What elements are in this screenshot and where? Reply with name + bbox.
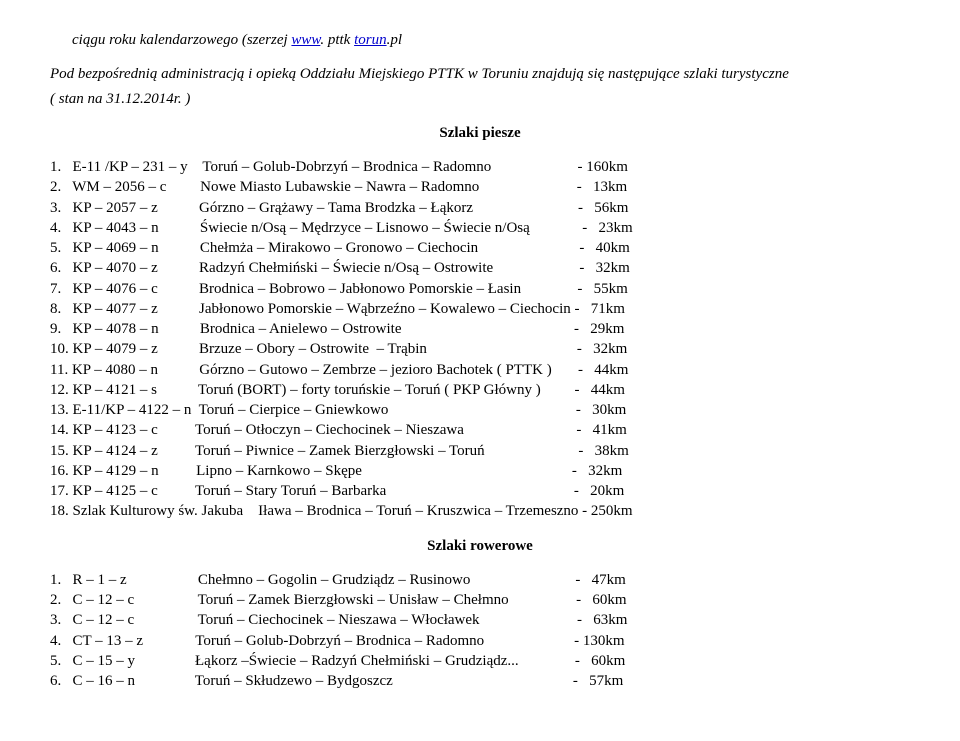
- trail-row: 9. KP – 4078 – n Brodnica – Anielewo – O…: [50, 319, 910, 339]
- trail-row: 18. Szlak Kulturowy św. Jakuba Iława – B…: [50, 501, 910, 521]
- link-www[interactable]: www: [291, 32, 320, 48]
- trail-row: 8. KP – 4077 – z Jabłonowo Pomorskie – W…: [50, 299, 910, 319]
- trail-row: 1. E-11 /KP – 231 – y Toruń – Golub-Dobr…: [50, 157, 910, 177]
- trail-row: 2. C – 12 – c Toruń – Zamek Bierzgłowski…: [50, 590, 910, 610]
- trail-list-piesze: 1. E-11 /KP – 231 – y Toruń – Golub-Dobr…: [50, 157, 910, 522]
- trail-row: 13. E-11/KP – 4122 – n Toruń – Cierpice …: [50, 400, 910, 420]
- trail-row: 4. CT – 13 – z Toruń – Golub-Dobrzyń – B…: [50, 631, 910, 651]
- trail-row: 6. C – 16 – n Toruń – Skłudzewo – Bydgos…: [50, 671, 910, 691]
- top-line-suffix: .pl: [387, 32, 402, 48]
- trail-row: 5. KP – 4069 – n Chełmża – Mirakowo – Gr…: [50, 238, 910, 258]
- trail-row: 10. KP – 4079 – z Brzuze – Obory – Ostro…: [50, 339, 910, 359]
- top-line-prefix: ciągu roku kalendarzowego (szerzej: [72, 32, 291, 48]
- trail-row: 11. KP – 4080 – n Górzno – Gutowo – Zemb…: [50, 360, 910, 380]
- top-context-line: ciągu roku kalendarzowego (szerzej www. …: [72, 30, 910, 50]
- trail-row: 2. WM – 2056 – c Nowe Miasto Lubawskie –…: [50, 177, 910, 197]
- trail-row: 3. KP – 2057 – z Górzno – Grążawy – Tama…: [50, 198, 910, 218]
- trail-list-rowerowe: 1. R – 1 – z Chełmno – Gogolin – Grudzią…: [50, 570, 910, 692]
- trail-row: 14. KP – 4123 – c Toruń – Otłoczyn – Cie…: [50, 420, 910, 440]
- trail-row: 17. KP – 4125 – c Toruń – Stary Toruń – …: [50, 481, 910, 501]
- trail-row: 4. KP – 4043 – n Świecie n/Osą – Mędrzyc…: [50, 218, 910, 238]
- trail-row: 15. KP – 4124 – z Toruń – Piwnice – Zame…: [50, 441, 910, 461]
- trail-row: 6. KP – 4070 – z Radzyń Chełmiński – Świ…: [50, 258, 910, 278]
- trail-row: 3. C – 12 – c Toruń – Ciechocinek – Nies…: [50, 610, 910, 630]
- trail-row: 1. R – 1 – z Chełmno – Gogolin – Grudzią…: [50, 570, 910, 590]
- trail-row: 7. KP – 4076 – c Brodnica – Bobrowo – Ja…: [50, 279, 910, 299]
- section-title-piesze: Szlaki piesze: [50, 123, 910, 143]
- intro-paragraph: Pod bezpośrednią administracją i opieką …: [50, 64, 910, 84]
- link-torun[interactable]: torun: [354, 32, 387, 48]
- top-line-mid: . pttk: [320, 32, 354, 48]
- trail-row: 12. KP – 4121 – s Toruń (BORT) – forty t…: [50, 380, 910, 400]
- intro-date-line: ( stan na 31.12.2014r. ): [50, 89, 910, 109]
- section-title-rowerowe: Szlaki rowerowe: [50, 536, 910, 556]
- trail-row: 16. KP – 4129 – n Lipno – Karnkowo – Skę…: [50, 461, 910, 481]
- trail-row: 5. C – 15 – y Łąkorz –Świecie – Radzyń C…: [50, 651, 910, 671]
